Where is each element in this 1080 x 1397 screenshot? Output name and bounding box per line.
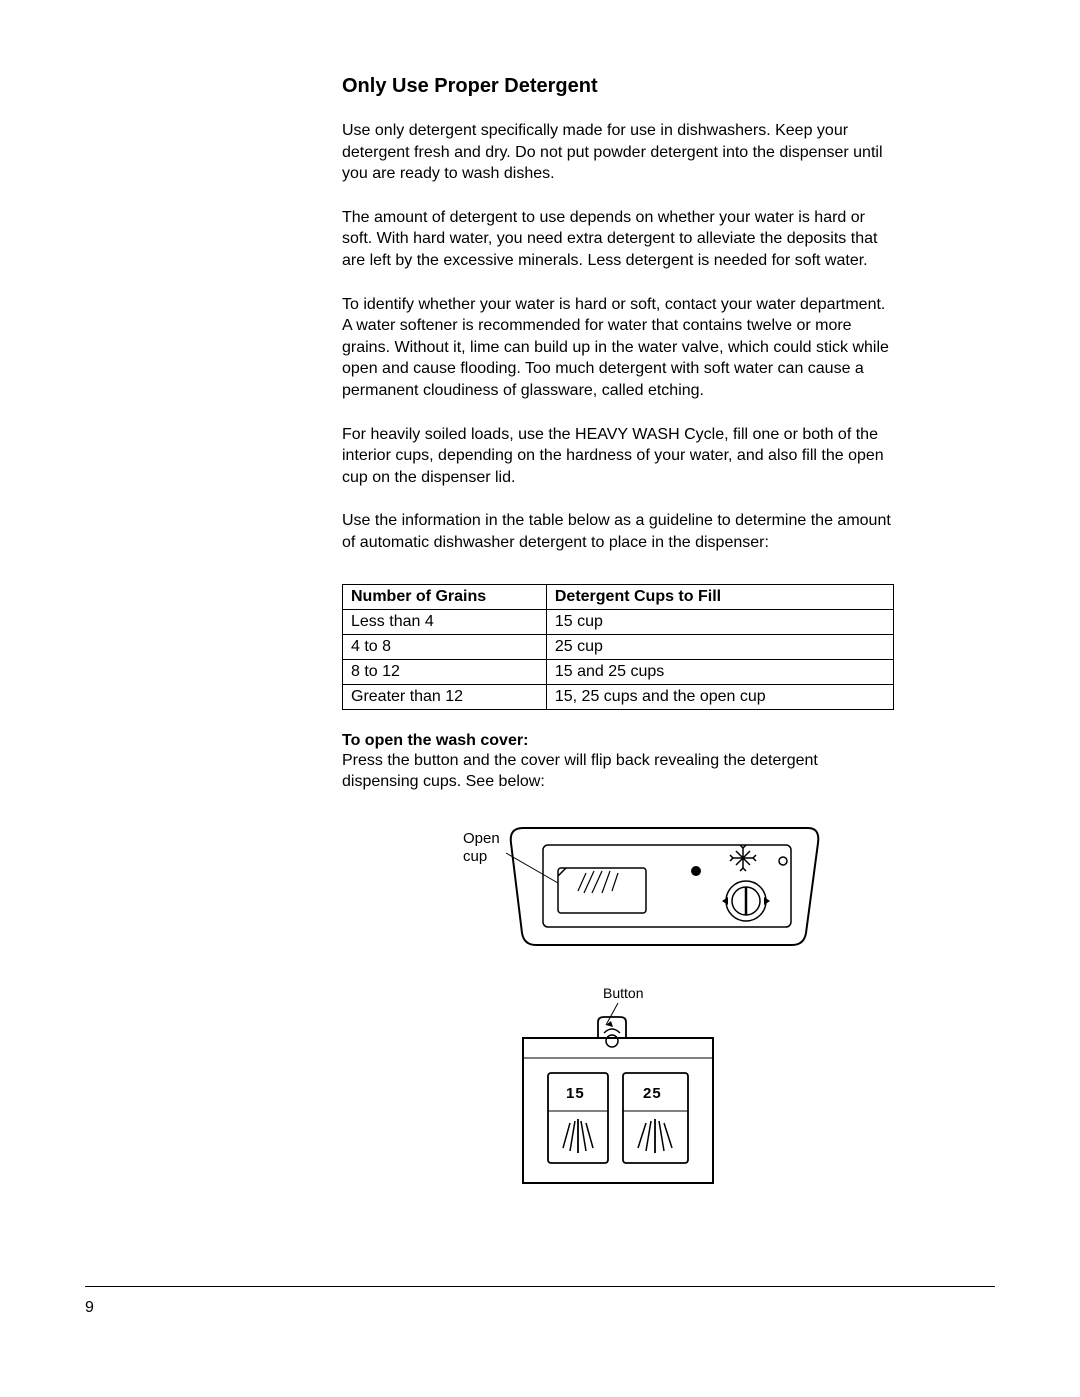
table-row: 8 to 12 15 and 25 cups <box>343 659 894 684</box>
table-header-grains: Number of Grains <box>343 584 547 609</box>
table-header-cups: Detergent Cups to Fill <box>546 584 893 609</box>
cup-15-label: 15 <box>566 1085 585 1102</box>
open-label: Open <box>463 830 500 847</box>
paragraph-4: For heavily soiled loads, use the HEAVY … <box>342 424 894 489</box>
section-title: Only Use Proper Detergent <box>342 75 894 98</box>
footer-divider <box>85 1286 995 1287</box>
cup-25-label: 25 <box>643 1085 662 1102</box>
button-label: Button <box>603 985 643 1001</box>
table-cell: 25 cup <box>546 634 893 659</box>
paragraph-2: The amount of detergent to use depends o… <box>342 207 894 272</box>
dispenser-lid-diagram: Open cup <box>408 813 828 963</box>
table-cell: 4 to 8 <box>343 634 547 659</box>
table-row: Greater than 12 15, 25 cups and the open… <box>343 684 894 709</box>
cup-label: cup <box>463 848 487 865</box>
table-cell: Less than 4 <box>343 609 547 634</box>
table-row: 4 to 8 25 cup <box>343 634 894 659</box>
table-cell: 15 cup <box>546 609 893 634</box>
dispenser-cups-diagram: Button 15 25 <box>498 983 738 1193</box>
table-cell: 15 and 25 cups <box>546 659 893 684</box>
table-cell: 8 to 12 <box>343 659 547 684</box>
table-cell: Greater than 12 <box>343 684 547 709</box>
sub-text: Press the button and the cover will flip… <box>342 750 894 793</box>
paragraph-1: Use only detergent specifically made for… <box>342 120 894 185</box>
table-row: Less than 4 15 cup <box>343 609 894 634</box>
detergent-table: Number of Grains Detergent Cups to Fill … <box>342 584 894 710</box>
paragraph-5: Use the information in the table below a… <box>342 510 894 553</box>
page-number: 9 <box>85 1299 94 1317</box>
table-cell: 15, 25 cups and the open cup <box>546 684 893 709</box>
sub-heading: To open the wash cover: <box>342 732 894 750</box>
paragraph-3: To identify whether your water is hard o… <box>342 294 894 402</box>
